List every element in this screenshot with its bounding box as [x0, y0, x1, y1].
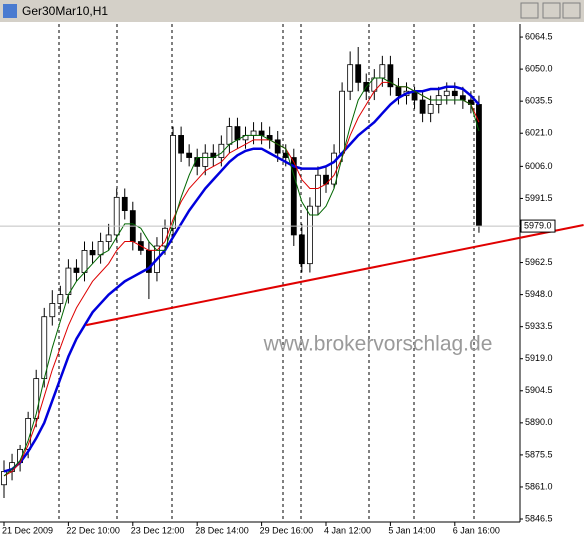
candle-body [290, 157, 297, 236]
candle-body [427, 104, 434, 114]
candle-body [476, 104, 482, 227]
y-tick-label: 5846.5 [525, 513, 553, 523]
candle-body [315, 174, 321, 207]
candle-body [234, 126, 241, 141]
candle-body [339, 90, 346, 154]
candle-body [451, 90, 458, 97]
candle-body [395, 86, 402, 97]
day-separators [58, 24, 475, 522]
candle-body [162, 227, 168, 247]
window-title: Ger30Mar10,H1 [22, 4, 108, 18]
candle-body [347, 64, 354, 92]
candle-body [379, 64, 386, 79]
candle-body [419, 99, 426, 114]
y-tick-label: 5933.5 [525, 321, 553, 331]
x-tick-label: 23 Dec 12:00 [131, 525, 185, 535]
y-tick-label: 5991.5 [525, 193, 553, 203]
candle-body [121, 196, 128, 212]
last-price-label: 5979.0 [524, 220, 552, 230]
candle-body [97, 241, 104, 256]
y-tick-label: 6006.0 [525, 161, 553, 171]
candle-body [73, 267, 80, 273]
y-tick-label: 5875.5 [525, 449, 553, 459]
candle-body [178, 135, 185, 154]
x-tick-label: 29 Dec 16:00 [260, 525, 314, 535]
candle-body [306, 205, 313, 265]
candle-body [459, 95, 466, 101]
last-price-box [520, 219, 556, 233]
moving-average [3, 77, 480, 477]
candle-body [186, 152, 193, 158]
title-bar [0, 0, 584, 22]
candle-body [49, 303, 56, 318]
x-tick-label: 21 Dec 2009 [2, 525, 53, 535]
candle-body [443, 90, 450, 97]
candle-body [1, 471, 7, 486]
close-button[interactable] [562, 2, 581, 19]
watermark: www.brokervorschlag.de [263, 333, 493, 356]
maximize-button[interactable] [542, 2, 561, 19]
y-tick-label: 5890.0 [525, 417, 553, 427]
candle-body [202, 152, 209, 167]
candle-body [387, 64, 394, 88]
candle-body [331, 152, 337, 185]
candle-body [226, 126, 233, 145]
x-tick-label: 22 Dec 10:00 [66, 525, 120, 535]
candle-body [298, 234, 305, 265]
candle-body [57, 294, 64, 304]
candle-body [250, 130, 257, 136]
candle-body [41, 316, 48, 380]
candle-body [105, 234, 112, 242]
y-tick-label: 5948.0 [525, 289, 553, 299]
y-tick-label: 6021.0 [525, 128, 553, 138]
candle-body [355, 64, 362, 83]
candle-body [89, 249, 96, 256]
x-tick-label: 4 Jan 12:00 [324, 525, 371, 535]
candle-body [65, 267, 72, 296]
y-tick-label: 5919.0 [525, 353, 553, 363]
moving-average [3, 85, 480, 473]
candle-body [274, 139, 281, 154]
window-icon [3, 4, 17, 18]
x-tick-label: 28 Dec 14:00 [195, 525, 249, 535]
y-tick-label: 6035.5 [525, 96, 553, 106]
y-tick-label: 5904.5 [525, 385, 553, 395]
minimize-button[interactable] [520, 2, 539, 19]
y-tick-label: 5962.5 [525, 257, 553, 267]
candle-body [258, 130, 265, 136]
x-tick-label: 6 Jan 16:00 [453, 525, 500, 535]
window-buttons[interactable] [520, 2, 581, 19]
candle-body [170, 135, 176, 229]
x-tick-label: 5 Jan 14:00 [388, 525, 435, 535]
y-tick-label: 6064.5 [525, 31, 553, 41]
y-tick-label: 6050.0 [525, 63, 553, 73]
candle-body [81, 249, 88, 273]
candle-body [113, 196, 120, 236]
y-tick-label: 5861.0 [525, 481, 553, 491]
candle-body [33, 378, 40, 419]
trend-line [85, 223, 584, 327]
